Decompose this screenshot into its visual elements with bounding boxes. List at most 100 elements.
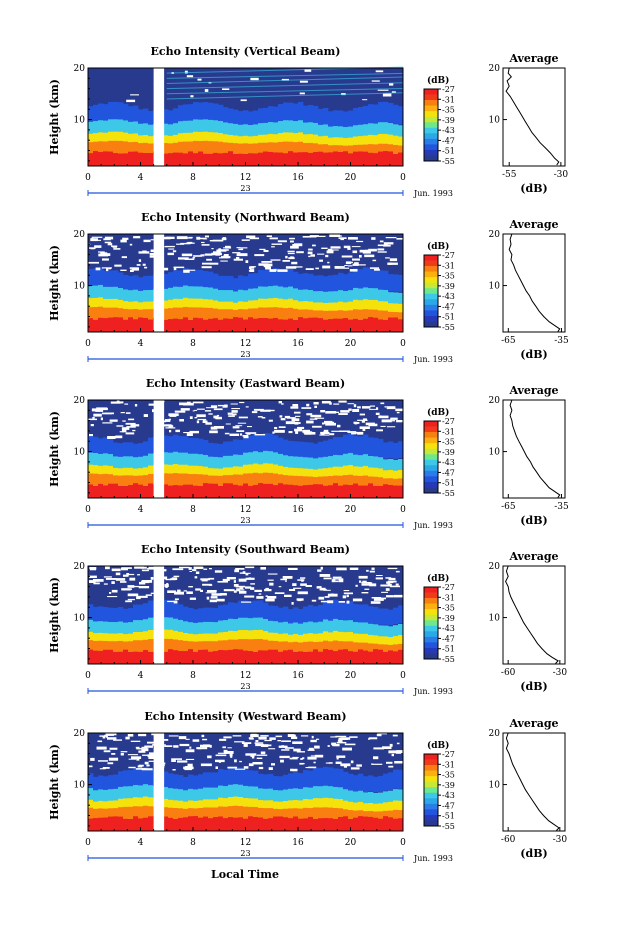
x-tick-label: 0 <box>400 671 406 681</box>
y-tick-label: 20 <box>74 562 86 572</box>
average-y-tick-label: 20 <box>489 64 501 74</box>
average-x-tick-label: -30 <box>553 835 568 845</box>
colorbar-tick-label: -47 <box>442 468 455 477</box>
colorbar-tick-label: -27 <box>442 750 455 759</box>
y-axis-label: Height (km) <box>48 744 61 820</box>
colorbar-swatch <box>424 587 438 593</box>
data-gap <box>153 68 165 166</box>
x-tick-label: 16 <box>292 671 304 681</box>
colorbar-swatch <box>424 138 438 145</box>
colorbar-tick-label: -39 <box>442 781 455 790</box>
colorbar-swatch <box>424 421 438 427</box>
x-tick-label: 16 <box>292 173 304 183</box>
x-tick-label: 8 <box>190 505 196 515</box>
x-tick-label: 0 <box>85 339 91 349</box>
panel-3: Echo Intensity (Eastward Beam) Height (km… <box>48 377 569 530</box>
average-y-tick-label: 10 <box>489 116 501 126</box>
colorbar-swatch <box>424 133 438 140</box>
y-tick-label: 20 <box>74 396 86 406</box>
average-x-tick-label: -65 <box>501 336 516 346</box>
colorbar-tick-label: -39 <box>442 448 455 457</box>
colorbar-swatch <box>424 465 438 472</box>
panel-title: Echo Intensity (Northward Beam) <box>141 211 350 224</box>
colorbar-swatch <box>424 814 438 821</box>
colorbar-swatch <box>424 266 438 272</box>
panel-title: Echo Intensity (Eastward Beam) <box>146 377 345 390</box>
colorbar-swatch <box>424 454 438 461</box>
x-tick-label: 20 <box>345 671 357 681</box>
date-label: Jun. 1993 <box>413 854 453 863</box>
average-y-tick-label: 10 <box>489 781 501 791</box>
panel-title: Echo Intensity (Southward Beam) <box>141 543 350 556</box>
colorbar-swatch <box>424 426 438 433</box>
colorbar-swatch <box>424 432 438 438</box>
colorbar-swatch <box>424 765 438 771</box>
x-tick-label: 8 <box>190 339 196 349</box>
colorbar-tick-label: -47 <box>442 302 455 311</box>
colorbar-swatch <box>424 781 438 788</box>
colorbar-tick-label: -55 <box>442 323 455 332</box>
colorbar-tick-label: -47 <box>442 634 455 643</box>
x-tick-label: 16 <box>292 838 304 848</box>
colorbar-tick-label: -55 <box>442 157 455 166</box>
data-gap <box>153 733 165 831</box>
x-tick-label: 20 <box>345 173 357 183</box>
colorbar-tick-label: -47 <box>442 136 455 145</box>
y-tick-label: 20 <box>74 729 86 739</box>
panel-title: Echo Intensity (Vertical Beam) <box>150 45 340 58</box>
colorbar-tick-label: -35 <box>442 604 455 613</box>
colorbar-tick-label: -51 <box>442 645 455 654</box>
data-gap <box>153 400 165 498</box>
colorbar-swatch <box>424 437 438 444</box>
average-x-tick-label: -60 <box>501 668 516 678</box>
colorbar-tick-label: -39 <box>442 282 455 291</box>
average-profile-line <box>505 565 559 664</box>
colorbar-unit: (dB) <box>427 75 449 86</box>
colorbar-swatch <box>424 487 438 494</box>
colorbar-swatch <box>424 304 438 311</box>
average-y-tick-label: 10 <box>489 614 501 624</box>
colorbar-tick-label: -27 <box>442 417 455 426</box>
colorbar-swatch <box>424 476 438 483</box>
x-tick-label: 0 <box>85 173 91 183</box>
colorbar-tick-label: -39 <box>442 614 455 623</box>
y-axis-label: Height (km) <box>48 79 61 155</box>
colorbar-tick-label: -43 <box>442 126 455 135</box>
average-title: Average <box>508 717 558 730</box>
data-gap <box>153 234 165 332</box>
x-axis-label: Local Time <box>211 868 279 881</box>
x-tick-label: 20 <box>345 505 357 515</box>
colorbar-tick-label: -55 <box>442 489 455 498</box>
x-tick-label: 0 <box>85 838 91 848</box>
y-tick-label: 10 <box>74 781 86 791</box>
x-tick-label: 0 <box>400 505 406 515</box>
average-x-label: (dB) <box>520 348 547 361</box>
colorbar-swatch <box>424 116 438 123</box>
colorbar-tick-label: -35 <box>442 106 455 115</box>
colorbar-swatch <box>424 293 438 300</box>
average-x-label: (dB) <box>520 680 547 693</box>
colorbar-swatch <box>424 448 438 455</box>
colorbar-swatch <box>424 459 438 466</box>
average-profile-line <box>509 399 561 498</box>
colorbar-swatch <box>424 149 438 156</box>
x-tick-label: 0 <box>400 339 406 349</box>
average-frame <box>502 732 566 832</box>
colorbar-tick-label: -51 <box>442 812 455 821</box>
average-y-tick-label: 10 <box>489 282 501 292</box>
colorbar-swatch <box>424 754 438 760</box>
y-axis-label: Height (km) <box>48 245 61 321</box>
x-tick-label: 12 <box>240 173 251 183</box>
average-x-label: (dB) <box>520 847 547 860</box>
x-tick-label: 8 <box>190 838 196 848</box>
colorbar-swatch <box>424 470 438 477</box>
colorbar-swatch <box>424 809 438 816</box>
colorbar-swatch <box>424 642 438 649</box>
panel-1: Echo Intensity (Vertical Beam) Height (km… <box>48 45 568 198</box>
colorbar-swatch <box>424 282 438 289</box>
colorbar-tick-label: -47 <box>442 801 455 810</box>
colorbar-tick-label: -31 <box>442 593 455 602</box>
colorbar-swatch <box>424 144 438 151</box>
average-title: Average <box>508 52 558 65</box>
colorbar-swatch <box>424 310 438 317</box>
